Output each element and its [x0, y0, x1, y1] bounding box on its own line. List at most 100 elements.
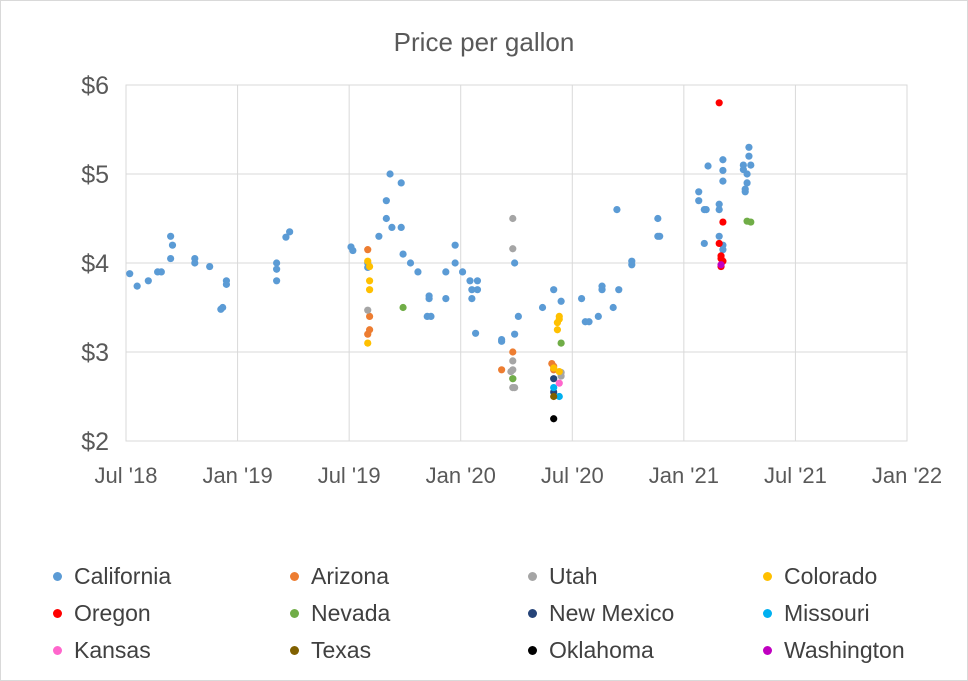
point-colorado [364, 339, 372, 347]
point-california [273, 265, 281, 273]
y-tick-label: $4 [81, 250, 109, 278]
legend-marker [53, 608, 62, 618]
point-arizona [365, 326, 374, 334]
point-arizona [498, 366, 506, 374]
point-california [133, 282, 141, 290]
legend-label: Texas [311, 636, 372, 663]
point-california [282, 233, 290, 241]
legend-item-new-mexico: New Mexico [528, 598, 674, 628]
point-colorado [553, 326, 562, 334]
legend-item-colorado: Colorado [763, 561, 877, 591]
point-california [514, 312, 522, 320]
point-colorado [365, 277, 374, 285]
legend-item-washington: Washington [763, 635, 905, 665]
point-california [471, 329, 480, 337]
legend-marker [290, 645, 299, 655]
point-oregon [715, 99, 723, 107]
legend-marker [53, 645, 62, 655]
point-california [157, 268, 165, 276]
point-kansas [555, 379, 563, 387]
point-california [700, 239, 708, 248]
point-nevada [509, 375, 517, 383]
point-california [695, 188, 703, 196]
point-california [388, 223, 396, 231]
point-california [167, 232, 175, 240]
point-california [747, 161, 755, 169]
legend-label: New Mexico [549, 599, 675, 626]
point-california [538, 303, 547, 312]
y-tick-label: $5 [81, 161, 109, 189]
point-california [414, 268, 422, 276]
point-california [273, 259, 281, 267]
point-texas [550, 392, 558, 401]
point-california [451, 259, 459, 267]
point-california [715, 200, 723, 208]
legend-marker [528, 608, 537, 618]
point-california [715, 232, 723, 240]
point-washington [717, 261, 725, 269]
point-california [167, 254, 175, 263]
point-california [719, 246, 727, 254]
legend-label: Kansas [74, 636, 151, 663]
point-nevada [557, 339, 565, 347]
legend-marker [528, 571, 537, 581]
legend-item-california: California [53, 561, 171, 591]
point-california [399, 250, 407, 258]
point-california [598, 282, 606, 290]
point-arizona [509, 348, 517, 356]
point-california [695, 197, 703, 205]
point-california [191, 259, 199, 267]
legend-label: Oklahoma [549, 636, 654, 663]
x-tick-label: Jul '21 [764, 463, 827, 488]
point-california [719, 156, 727, 164]
point-california [741, 188, 749, 196]
point-california [468, 286, 476, 294]
legend-item-nevada: Nevada [290, 598, 390, 628]
point-california [442, 295, 450, 303]
point-colorado [365, 286, 374, 294]
point-nevada [747, 218, 755, 226]
legend-marker [290, 571, 299, 581]
point-california [511, 330, 519, 338]
chart-title: Price per gallon [393, 27, 575, 57]
legend-label: Missouri [784, 599, 870, 626]
legend-item-oregon: Oregon [53, 598, 151, 628]
point-colorado [550, 364, 558, 372]
point-california [382, 214, 390, 223]
point-california [126, 270, 134, 278]
x-tick-label: Jul '19 [318, 463, 381, 488]
point-california [466, 277, 474, 285]
point-colorado [365, 262, 374, 271]
point-california [382, 197, 390, 205]
point-california [219, 303, 227, 312]
point-california [743, 170, 751, 178]
point-utah [507, 367, 515, 376]
legend-label: Colorado [784, 562, 878, 589]
point-california [349, 246, 357, 255]
legend-marker [290, 608, 299, 618]
point-utah [511, 384, 519, 392]
point-california [468, 295, 476, 303]
point-california [273, 277, 281, 285]
point-new-mexico [550, 375, 558, 383]
point-california [286, 228, 294, 236]
x-tick-label: Jan '22 [872, 463, 942, 488]
point-oklahoma [550, 415, 558, 423]
legend-label: Washington [784, 636, 905, 663]
point-california [168, 241, 177, 249]
point-california [702, 206, 710, 214]
y-tick-label: $6 [81, 72, 109, 100]
point-california [715, 206, 723, 214]
point-california [550, 286, 558, 294]
legend-label: Oregon [74, 599, 151, 626]
scatter-plot: $2 $3 $4 $5 $6 Jul '18 Jan '19 Jul '19 Jan '20 Ju… [81, 72, 942, 488]
point-california [397, 179, 405, 187]
legend-item-arizona: Arizona [290, 561, 389, 591]
point-arizona [364, 246, 372, 254]
legend-label: California [74, 562, 172, 589]
legend-marker [763, 608, 772, 618]
point-california [511, 259, 519, 267]
x-tick-label: Jul '18 [95, 463, 158, 488]
legend-item-kansas: Kansas [53, 635, 151, 665]
point-california [425, 292, 433, 300]
